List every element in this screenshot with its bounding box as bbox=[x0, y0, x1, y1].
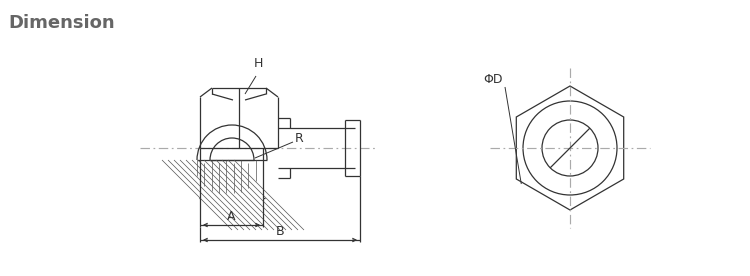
Text: B: B bbox=[276, 225, 284, 238]
Text: Dimension: Dimension bbox=[8, 14, 115, 32]
Text: A: A bbox=[227, 210, 236, 223]
Text: R: R bbox=[295, 131, 304, 145]
Text: H: H bbox=[254, 57, 262, 70]
Text: ΦD: ΦD bbox=[484, 73, 503, 86]
